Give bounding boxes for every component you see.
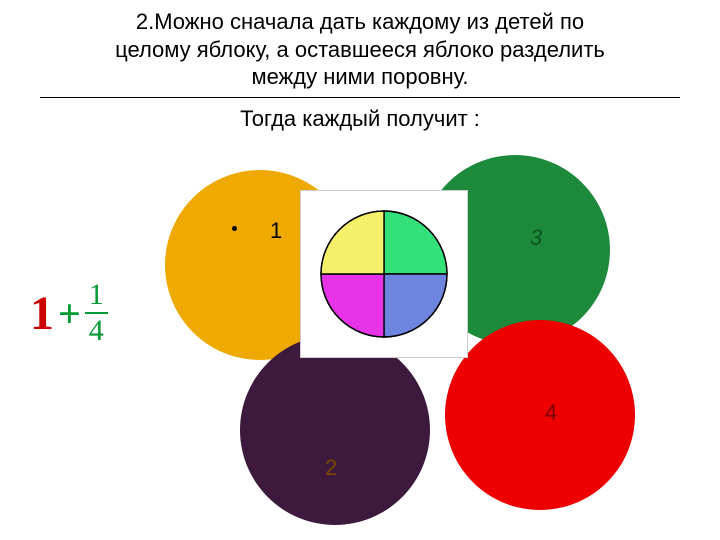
formula-fraction: 1 4 xyxy=(85,280,108,346)
title-block: 2.Можно сначала дать каждому из детей по… xyxy=(0,0,720,95)
title-line-3: между ними поровну. xyxy=(251,64,468,89)
bullet-dot xyxy=(232,226,237,231)
subtitle: Тогда каждый получит : xyxy=(0,106,720,132)
pie-slice-top-left xyxy=(321,211,384,274)
formula-one: 1 xyxy=(30,286,54,341)
pie-chart-container xyxy=(300,190,468,358)
pie-slice-bottom-right xyxy=(384,274,447,337)
formula-plus: + xyxy=(58,290,81,337)
fraction-numerator: 1 xyxy=(85,280,108,312)
circle-label-1: 1 xyxy=(270,218,282,244)
circle-label-3: 3 xyxy=(530,225,542,251)
circle-label-2: 2 xyxy=(325,455,337,481)
apple-circle-2 xyxy=(240,335,430,525)
circle-label-4: 4 xyxy=(545,400,557,426)
apple-circle-4 xyxy=(445,320,635,510)
title-line-1: 2.Можно сначала дать каждому из детей по xyxy=(136,9,584,34)
fraction-denominator: 4 xyxy=(85,314,108,346)
title-line-2: целому яблоку, а оставшееся яблоко разде… xyxy=(115,37,605,62)
pie-slice-top-right xyxy=(384,211,447,274)
formula: 1 + 1 4 xyxy=(30,280,108,346)
title-divider xyxy=(40,97,680,98)
pie-slice-bottom-left xyxy=(321,274,384,337)
pie-chart xyxy=(314,204,454,344)
